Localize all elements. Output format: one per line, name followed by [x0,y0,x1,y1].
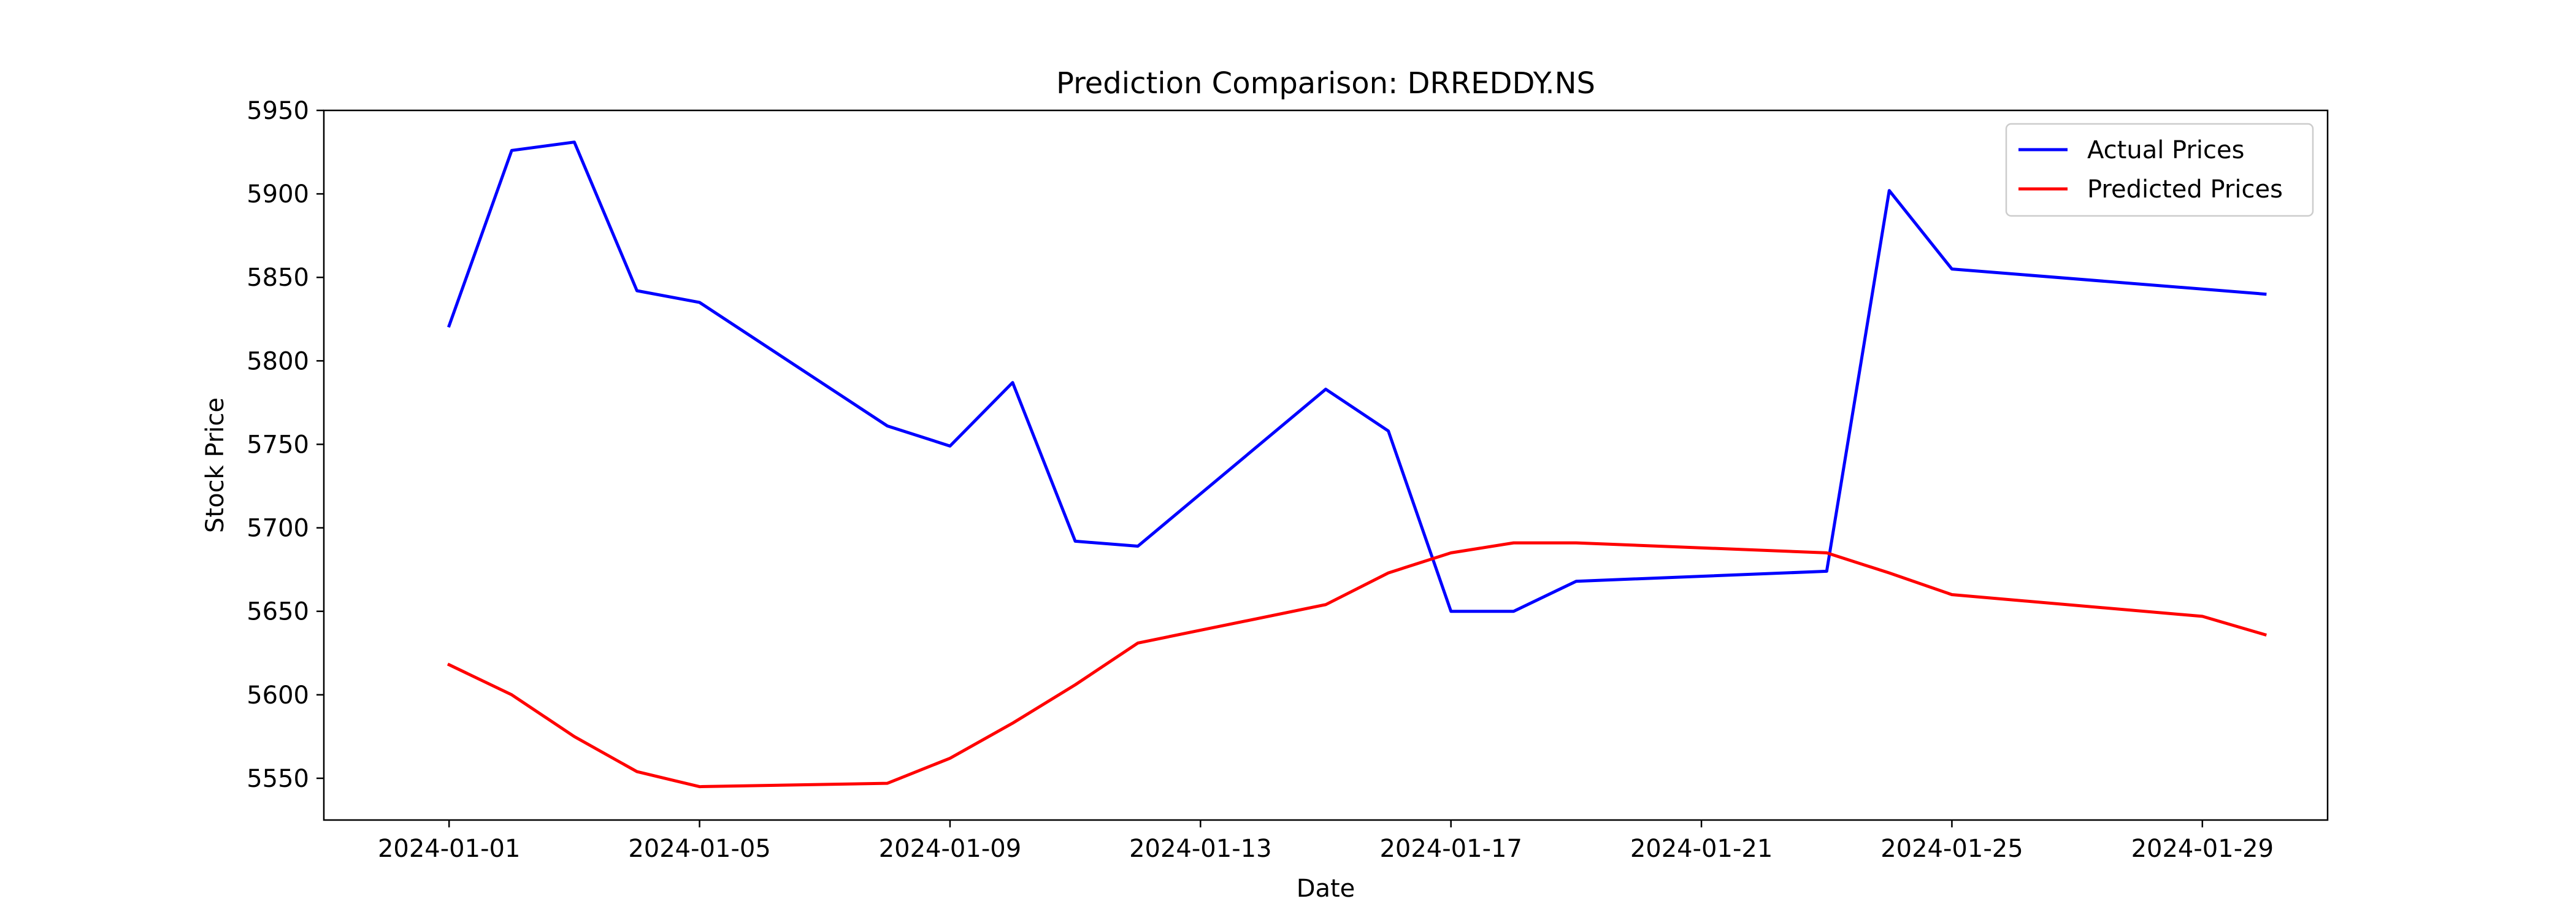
y-tick-label: 5600 [247,681,309,710]
x-tick-label: 2024-01-17 [1379,835,1522,863]
y-tick-label: 5900 [247,180,309,209]
legend-box [2005,123,2314,217]
x-tick-label: 2024-01-05 [628,835,770,863]
series-layer [447,140,2267,789]
y-tick-label: 5650 [247,598,309,626]
x-tick-label: 2024-01-09 [879,835,1021,863]
x-tick-label: 2024-01-13 [1129,835,1271,863]
series-line-actual-prices [447,140,2267,613]
x-tick-label: 2024-01-01 [378,835,520,863]
y-tick-label: 5550 [247,765,309,793]
series-line-predicted-prices [447,541,2267,789]
y-tick-label: 5800 [247,347,309,375]
y-tick-label: 5850 [247,264,309,292]
y-tick-label: 5700 [247,515,309,543]
x-axis: 2024-01-01 2024-01-05 2024-01-09 2024-01-13… [378,820,2274,863]
legend: Actual Prices Predicted Prices [2005,123,2314,217]
chart-title: Prediction Comparison: DRREDDY.NS [1056,66,1595,101]
legend-label-predicted-prices: Predicted Prices [2087,175,2283,204]
y-tick-label: 5950 [247,97,309,125]
x-axis-label: Date [1297,875,1355,903]
y-axis: 5550 5600 5650 5700 5750 5800 5850 5900 5950 [247,97,324,793]
plot-frame [323,109,2329,821]
x-tick-label: 2024-01-21 [1630,835,1773,863]
y-tick-label: 5750 [247,431,309,459]
x-tick-label: 2024-01-29 [2131,835,2274,863]
x-tick-label: 2024-01-25 [1880,835,2023,863]
y-axis-label: Stock Price [201,397,229,533]
legend-label-actual-prices: Actual Prices [2087,136,2244,164]
